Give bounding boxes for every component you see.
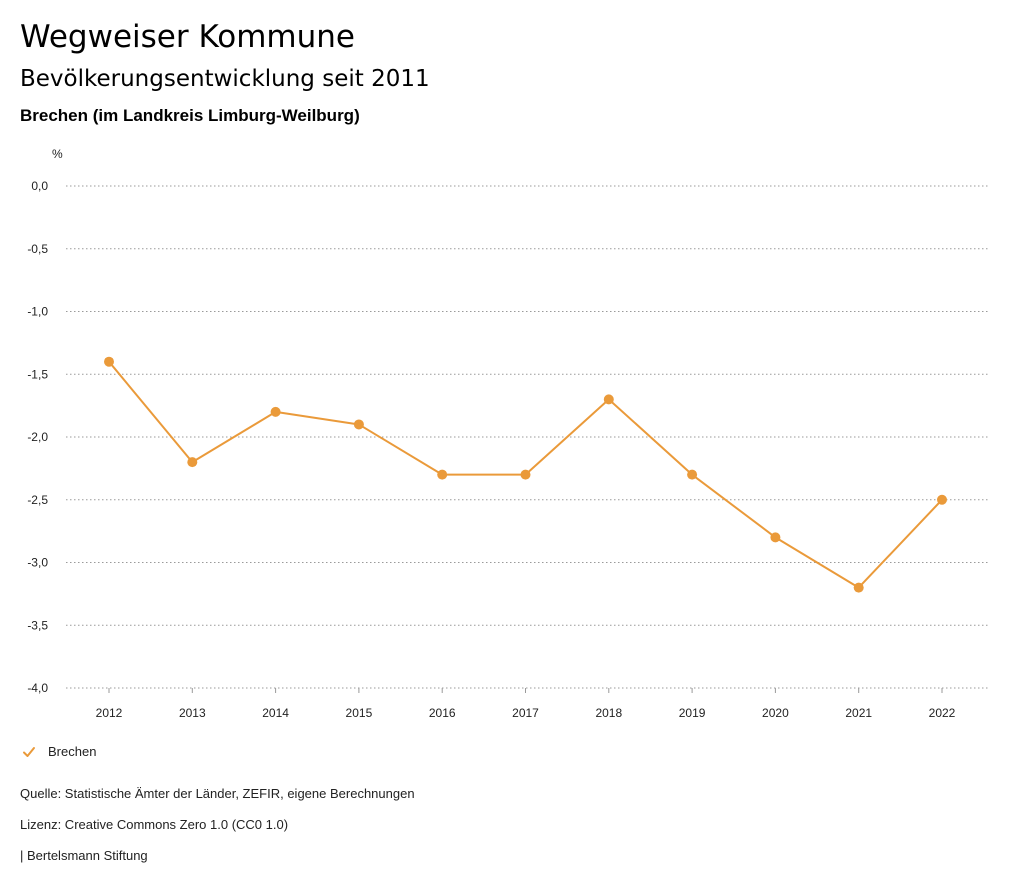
data-point[interactable] bbox=[437, 469, 448, 480]
x-axis-ticks: 2012 2013 2014 2015 2016 2017 2018 2019 2020 2021… bbox=[96, 688, 956, 720]
y-tick-label: -2,5 bbox=[27, 493, 48, 507]
data-point[interactable] bbox=[353, 419, 364, 430]
publisher-note: | Bertelsmann Stiftung bbox=[20, 848, 148, 863]
x-tick-label: 2017 bbox=[512, 706, 539, 720]
data-point[interactable] bbox=[770, 532, 781, 543]
series-brechen bbox=[104, 356, 947, 593]
data-point[interactable] bbox=[853, 582, 864, 593]
data-point[interactable] bbox=[520, 469, 531, 480]
x-tick-label: 2012 bbox=[96, 706, 123, 720]
y-tick-label: -0,5 bbox=[27, 242, 48, 256]
y-tick-label: -1,0 bbox=[27, 305, 48, 319]
y-tick-label: -3,5 bbox=[27, 618, 48, 632]
checkmark-icon[interactable] bbox=[22, 745, 36, 759]
legend[interactable]: Brechen bbox=[22, 744, 96, 759]
data-point[interactable] bbox=[104, 356, 114, 367]
line-chart: % 0,0 -0,5 -1,0 -1,5 -2,0 -2,5 -3,0 -3,5 -4,0 20… bbox=[27, 147, 990, 720]
x-tick-label: 2014 bbox=[262, 706, 289, 720]
x-tick-label: 2015 bbox=[346, 706, 373, 720]
x-tick-label: 2016 bbox=[429, 706, 456, 720]
y-tick-label: -1,5 bbox=[27, 367, 48, 381]
x-tick-label: 2022 bbox=[929, 706, 956, 720]
data-point[interactable] bbox=[187, 457, 198, 468]
x-tick-label: 2019 bbox=[679, 706, 706, 720]
source-note: Quelle: Statistische Ämter der Länder, Z… bbox=[20, 786, 415, 801]
x-tick-label: 2018 bbox=[595, 706, 622, 720]
data-point[interactable] bbox=[270, 406, 281, 417]
y-axis-unit-label: % bbox=[52, 147, 63, 161]
gridlines bbox=[66, 185, 990, 689]
y-tick-label: 0,0 bbox=[31, 179, 48, 193]
data-point[interactable] bbox=[937, 494, 947, 505]
y-tick-label: -2,0 bbox=[27, 430, 48, 444]
license-note: Lizenz: Creative Commons Zero 1.0 (CC0 1… bbox=[20, 817, 289, 832]
region-label: Brechen (im Landkreis Limburg-Weilburg) bbox=[20, 106, 360, 125]
data-point[interactable] bbox=[687, 469, 698, 480]
y-axis-ticks: 0,0 -0,5 -1,0 -1,5 -2,0 -2,5 -3,0 -3,5 -4,0 bbox=[27, 179, 48, 695]
x-tick-label: 2021 bbox=[845, 706, 872, 720]
y-tick-label: -4,0 bbox=[27, 681, 48, 695]
page-title: Wegweiser Kommune bbox=[20, 19, 355, 55]
x-tick-label: 2013 bbox=[179, 706, 206, 720]
legend-item-brechen[interactable]: Brechen bbox=[48, 744, 97, 759]
data-point[interactable] bbox=[603, 394, 614, 405]
chart-subtitle: Bevölkerungsentwicklung seit 2011 bbox=[20, 66, 430, 92]
x-tick-label: 2020 bbox=[762, 706, 789, 720]
y-tick-label: -3,0 bbox=[27, 556, 48, 570]
